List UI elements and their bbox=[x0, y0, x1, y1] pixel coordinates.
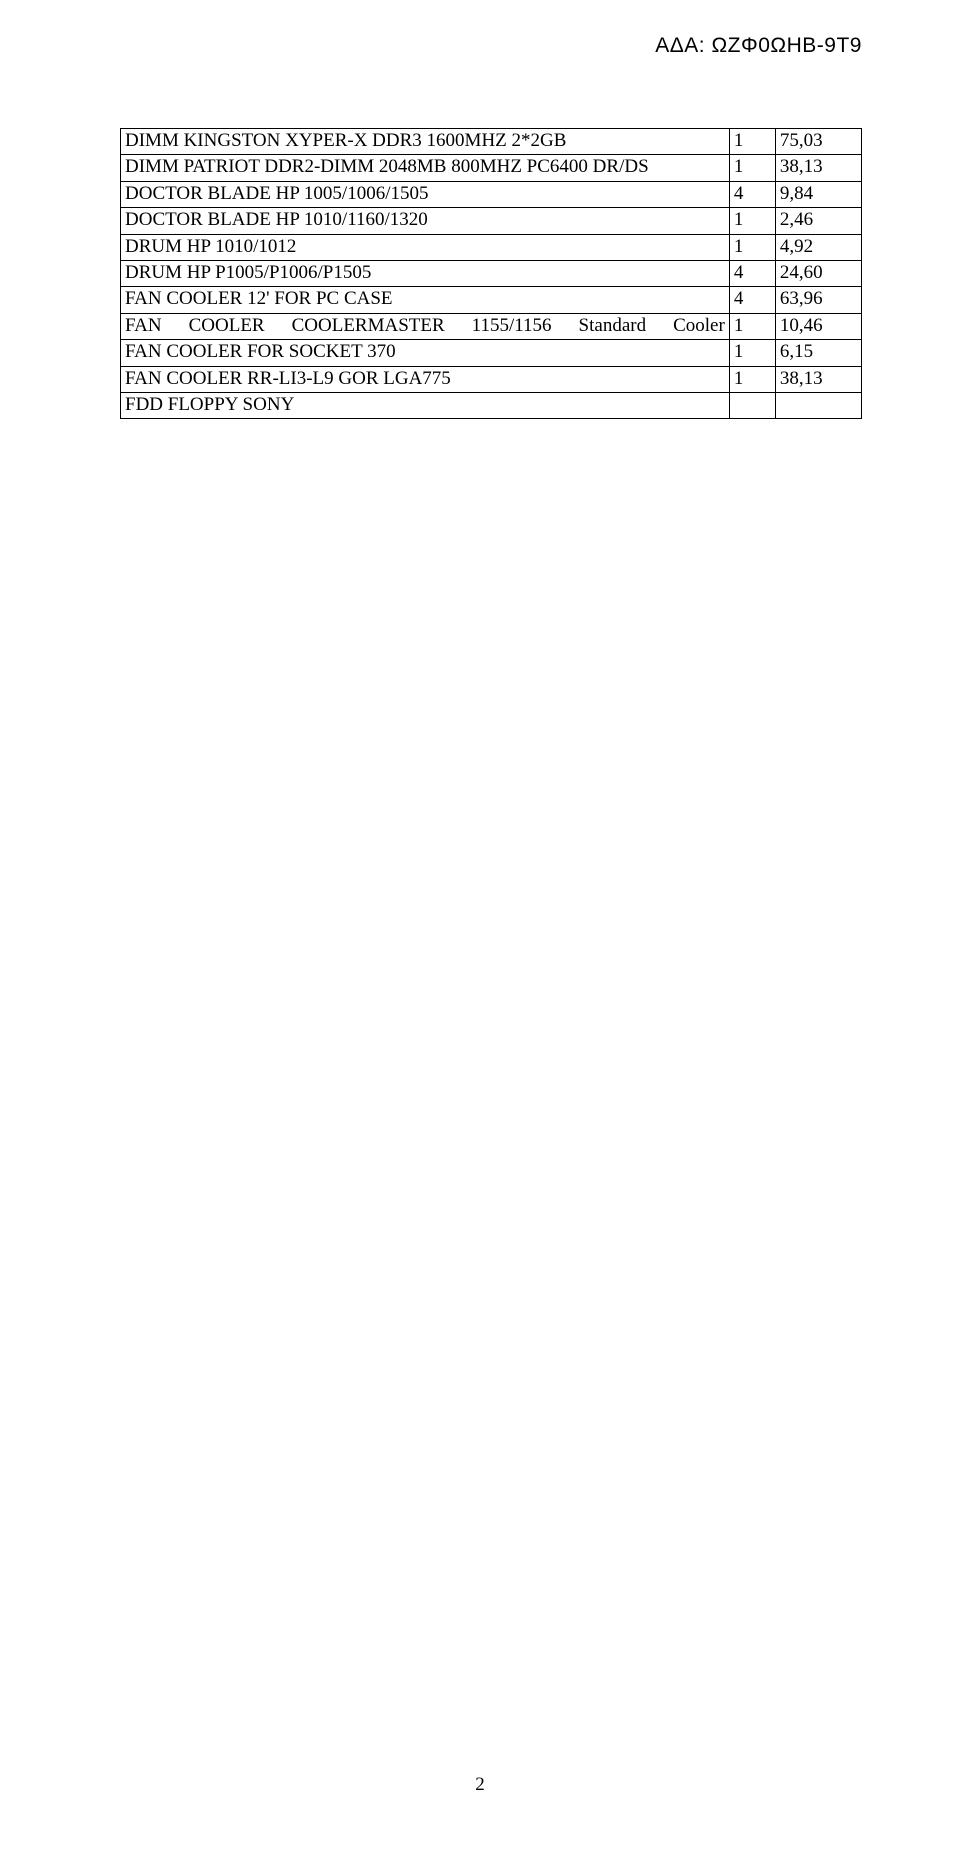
cell-val: 4,92 bbox=[775, 234, 861, 260]
cell-qty: 1 bbox=[729, 366, 775, 392]
table-row: FAN COOLER FOR SOCKET 370 1 6,15 bbox=[121, 340, 862, 366]
table-row: FDD FLOPPY SONY bbox=[121, 393, 862, 419]
table-row: DIMM KINGSTON XYPER-X DDR3 1600MHZ 2*2GB… bbox=[121, 129, 862, 155]
cell-qty: 1 bbox=[729, 208, 775, 234]
table-row: DRUM HP P1005/P1006/P1505 4 24,60 bbox=[121, 261, 862, 287]
cell-desc: FDD FLOPPY SONY bbox=[121, 393, 730, 419]
table-body: DIMM KINGSTON XYPER-X DDR3 1600MHZ 2*2GB… bbox=[121, 129, 862, 419]
cell-val: 10,46 bbox=[775, 313, 861, 339]
cell-val: 75,03 bbox=[775, 129, 861, 155]
cell-desc: FAN COOLER COOLERMASTER 1155/1156 Standa… bbox=[121, 313, 730, 339]
cell-desc: DOCTOR BLADE HP 1010/1160/1320 bbox=[121, 208, 730, 234]
cell-val: 9,84 bbox=[775, 181, 861, 207]
table-row: DOCTOR BLADE HP 1005/1006/1505 4 9,84 bbox=[121, 181, 862, 207]
cell-qty: 4 bbox=[729, 287, 775, 313]
cell-desc: DOCTOR BLADE HP 1005/1006/1505 bbox=[121, 181, 730, 207]
page: ΑΔΑ: ΩΖΦ0ΩΗΒ-9Τ9 DIMM KINGSTON XYPER-X D… bbox=[0, 0, 960, 1856]
cell-qty: 4 bbox=[729, 181, 775, 207]
cell-desc: FAN COOLER 12' FOR PC CASE bbox=[121, 287, 730, 313]
cell-qty: 1 bbox=[729, 129, 775, 155]
cell-desc: FAN COOLER FOR SOCKET 370 bbox=[121, 340, 730, 366]
table-row: FAN COOLER COOLERMASTER 1155/1156 Standa… bbox=[121, 313, 862, 339]
cell-desc: DRUM HP 1010/1012 bbox=[121, 234, 730, 260]
cell-qty: 1 bbox=[729, 340, 775, 366]
cell-val: 24,60 bbox=[775, 261, 861, 287]
page-number: 2 bbox=[0, 1774, 960, 1796]
cell-qty: 1 bbox=[729, 313, 775, 339]
cell-qty: 1 bbox=[729, 234, 775, 260]
cell-qty: 4 bbox=[729, 261, 775, 287]
cell-desc: FAN COOLER RR-LI3-L9 GOR LGA775 bbox=[121, 366, 730, 392]
header-code: ΑΔΑ: ΩΖΦ0ΩΗΒ-9Τ9 bbox=[120, 34, 862, 58]
cell-desc: DIMM PATRIOT DDR2-DIMM 2048MB 800MHZ PC6… bbox=[121, 155, 730, 181]
table-row: FAN COOLER 12' FOR PC CASE 4 63,96 bbox=[121, 287, 862, 313]
table-row: DOCTOR BLADE HP 1010/1160/1320 1 2,46 bbox=[121, 208, 862, 234]
cell-desc: DRUM HP P1005/P1006/P1505 bbox=[121, 261, 730, 287]
cell-desc: DIMM KINGSTON XYPER-X DDR3 1600MHZ 2*2GB bbox=[121, 129, 730, 155]
cell-val bbox=[775, 393, 861, 419]
table-row: FAN COOLER RR-LI3-L9 GOR LGA775 1 38,13 bbox=[121, 366, 862, 392]
cell-val: 6,15 bbox=[775, 340, 861, 366]
cell-val: 38,13 bbox=[775, 155, 861, 181]
table-row: DIMM PATRIOT DDR2-DIMM 2048MB 800MHZ PC6… bbox=[121, 155, 862, 181]
table-row: DRUM HP 1010/1012 1 4,92 bbox=[121, 234, 862, 260]
cell-val: 63,96 bbox=[775, 287, 861, 313]
cell-qty bbox=[729, 393, 775, 419]
cell-val: 38,13 bbox=[775, 366, 861, 392]
cell-val: 2,46 bbox=[775, 208, 861, 234]
cell-qty: 1 bbox=[729, 155, 775, 181]
data-table: DIMM KINGSTON XYPER-X DDR3 1600MHZ 2*2GB… bbox=[120, 128, 862, 419]
